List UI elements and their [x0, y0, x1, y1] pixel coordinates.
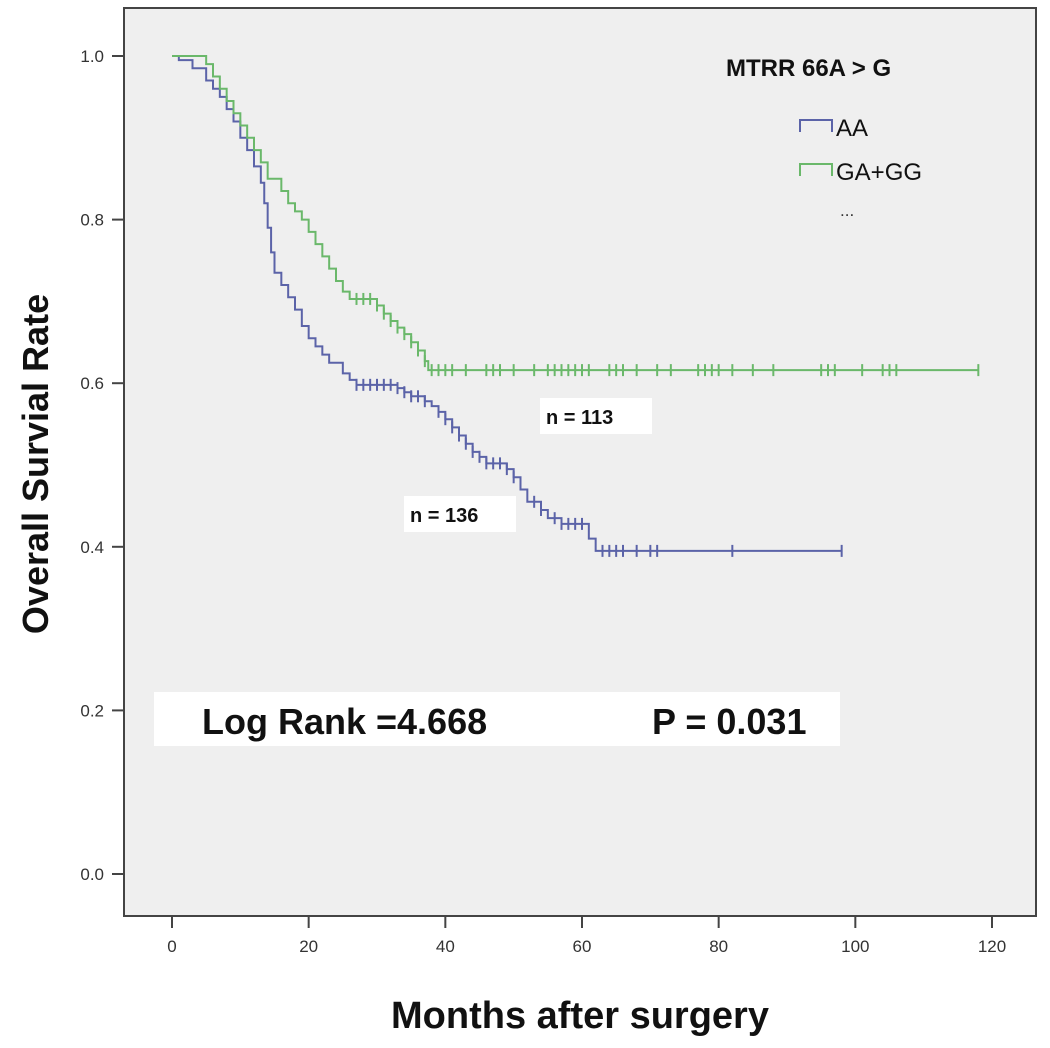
series-aa [172, 55, 843, 557]
y-tick-label: 0.0 [80, 865, 104, 884]
n-label-aa: n = 136 [410, 505, 478, 527]
y-tick-label: 1.0 [80, 47, 104, 66]
plot-area [123, 7, 1037, 917]
x-tick-label: 120 [978, 937, 1006, 956]
legend-extra: ... [840, 201, 854, 220]
stats-box [154, 692, 840, 746]
n-label-aa-bg [404, 496, 516, 532]
x-tick-label: 80 [709, 937, 728, 956]
x-tick-label: 60 [573, 937, 592, 956]
y-tick-label: 0.8 [80, 211, 104, 230]
survival-curve-aa [172, 55, 842, 552]
survival-curve-gagg [172, 55, 979, 372]
y-tick-label: 0.2 [80, 701, 104, 720]
series-layer [172, 55, 980, 557]
legend-label-aa: AA [836, 115, 868, 142]
legend-title: MTRR 66A > G [726, 55, 891, 82]
p-value-text: P = 0.031 [652, 701, 806, 742]
legend-label-gagg: GA+GG [836, 159, 922, 186]
x-tick-label: 100 [841, 937, 869, 956]
y-axis-title: Overall Survial Rate [15, 294, 56, 634]
x-tick-label: 0 [167, 937, 176, 956]
legend-swatch-gagg [799, 163, 833, 176]
log-rank-text: Log Rank =4.668 [202, 701, 487, 742]
n-label-gagg-bg [540, 398, 652, 434]
x-axis-title: Months after surgery [391, 995, 769, 1037]
x-tick-label: 40 [436, 937, 455, 956]
x-tick-label: 20 [299, 937, 318, 956]
axes: 0.0 0.2 0.4 0.6 0.8 1.0 0 20 40 60 80 100 120 [80, 47, 1006, 956]
series-gagg [172, 55, 980, 377]
y-tick-label: 0.6 [80, 374, 104, 393]
legend: MTRR 66A > G AA GA+GG ... [726, 55, 922, 220]
y-tick-label: 0.4 [80, 538, 104, 557]
legend-swatch-aa [799, 119, 833, 132]
n-label-gagg: n = 113 [546, 407, 613, 429]
